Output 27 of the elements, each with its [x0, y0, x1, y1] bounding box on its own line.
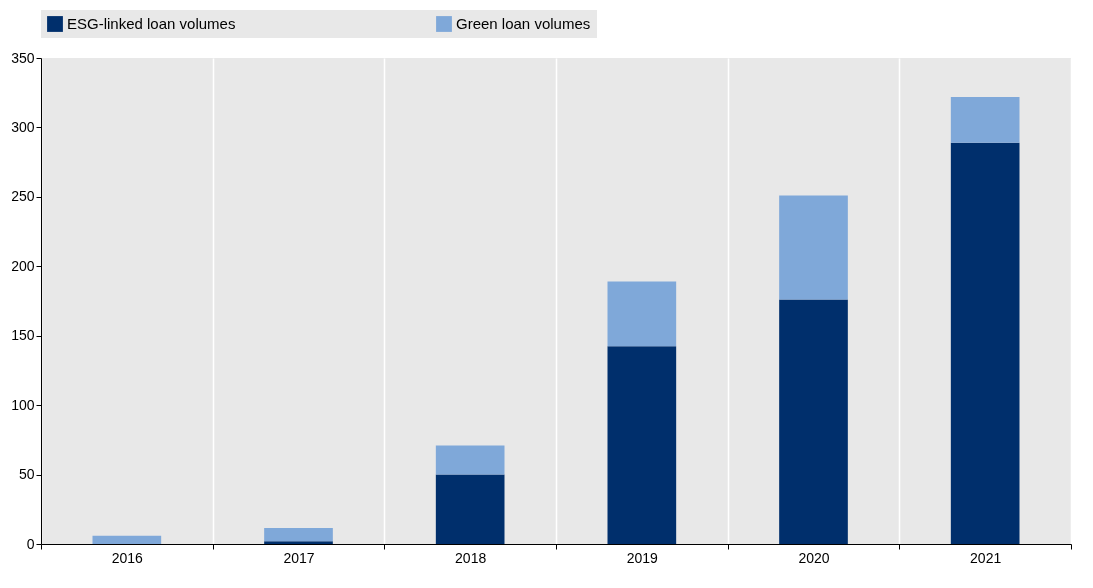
y-tick-label: 250	[11, 188, 35, 205]
x-tick-label: 2021	[970, 549, 1002, 566]
bar	[779, 195, 848, 300]
x-tick-label: 2020	[798, 549, 830, 566]
bar	[607, 346, 677, 544]
x-tick-label: 2017	[283, 549, 315, 566]
x-tick-label: 2018	[455, 549, 487, 566]
bar	[607, 281, 677, 347]
y-tick-label: 100	[11, 396, 35, 413]
bar	[950, 142, 1020, 544]
bar	[435, 445, 505, 475]
y-tick-label: 300	[11, 118, 35, 135]
bar	[264, 528, 333, 542]
y-tick-label: 350	[11, 49, 35, 66]
y-tick-label: 200	[11, 257, 35, 274]
y-tick-label: 50	[18, 466, 35, 483]
y-tick-label: 0	[26, 535, 35, 552]
y-tick-label: 150	[11, 327, 35, 344]
x-tick-label: 2019	[626, 549, 659, 566]
bar	[779, 299, 848, 544]
legend-label: ESG-linked loan volumes	[67, 15, 236, 32]
bar	[950, 96, 1020, 143]
x-tick-label: 2016	[111, 549, 144, 566]
bar	[92, 535, 162, 544]
bar	[435, 474, 505, 544]
bar	[264, 541, 333, 544]
legend-label: Green loan volumes	[456, 15, 591, 32]
